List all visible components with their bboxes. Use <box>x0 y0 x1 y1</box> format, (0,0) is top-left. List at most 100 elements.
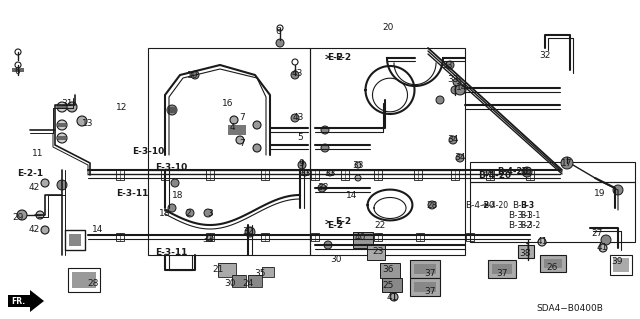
Text: B-4-20: B-4-20 <box>465 201 495 210</box>
Bar <box>261 233 269 241</box>
Text: 6: 6 <box>14 68 20 77</box>
Circle shape <box>298 161 306 169</box>
Text: 7: 7 <box>239 114 245 122</box>
Text: 38: 38 <box>519 249 531 257</box>
Bar <box>451 170 459 180</box>
Circle shape <box>291 71 299 79</box>
Bar <box>218 263 236 277</box>
Circle shape <box>41 226 49 234</box>
Bar <box>262 267 274 277</box>
Bar <box>261 170 269 180</box>
Text: 29: 29 <box>12 212 24 221</box>
Bar <box>310 48 465 170</box>
Circle shape <box>321 144 329 152</box>
Bar <box>218 263 236 277</box>
Text: 26: 26 <box>547 263 557 272</box>
Text: E-2: E-2 <box>327 54 343 63</box>
Circle shape <box>318 184 326 192</box>
Bar <box>374 233 382 241</box>
Text: 27: 27 <box>591 228 603 238</box>
Bar <box>470 182 635 242</box>
Text: 33: 33 <box>447 76 459 85</box>
Bar <box>410 278 440 296</box>
Bar <box>526 170 534 180</box>
Bar <box>148 48 310 170</box>
Bar <box>248 275 262 287</box>
Text: 25: 25 <box>382 280 394 290</box>
Bar <box>353 232 373 248</box>
Text: 42: 42 <box>28 226 40 234</box>
Bar <box>613 258 629 272</box>
Circle shape <box>599 244 607 252</box>
Bar <box>470 162 635 182</box>
Text: 11: 11 <box>32 149 44 158</box>
Circle shape <box>355 175 361 181</box>
Text: B-4-20: B-4-20 <box>479 170 511 180</box>
Circle shape <box>277 25 283 31</box>
Text: 40: 40 <box>355 234 365 242</box>
Circle shape <box>191 71 199 79</box>
Circle shape <box>449 136 457 144</box>
Bar <box>488 260 516 278</box>
Bar <box>518 245 534 258</box>
Circle shape <box>458 86 466 94</box>
Bar <box>232 275 246 287</box>
Circle shape <box>561 157 573 169</box>
Text: SDA4−B0400B: SDA4−B0400B <box>536 304 604 313</box>
Circle shape <box>15 49 21 55</box>
Text: B-3-2: B-3-2 <box>508 220 532 229</box>
Text: 3: 3 <box>207 209 213 218</box>
Text: 28: 28 <box>87 278 99 287</box>
Circle shape <box>390 293 398 301</box>
Text: 21: 21 <box>212 265 224 275</box>
Text: B-3-2: B-3-2 <box>520 220 540 229</box>
Text: B-4-20: B-4-20 <box>483 201 508 210</box>
Text: 10: 10 <box>188 70 199 79</box>
Circle shape <box>57 133 67 143</box>
Bar <box>367 245 385 260</box>
Text: E-3-10: E-3-10 <box>132 147 164 157</box>
Bar <box>544 259 562 268</box>
Circle shape <box>613 185 623 195</box>
Text: 18: 18 <box>159 209 171 218</box>
Text: 33: 33 <box>317 183 329 192</box>
Bar <box>524 169 530 175</box>
Bar <box>12 68 24 72</box>
Circle shape <box>167 105 177 115</box>
Bar <box>72 272 96 288</box>
Bar <box>116 170 124 180</box>
Bar <box>58 136 66 140</box>
Circle shape <box>204 209 212 217</box>
Text: 41: 41 <box>596 243 608 253</box>
Text: 7: 7 <box>239 138 245 147</box>
Bar <box>148 170 310 255</box>
Bar <box>228 125 246 135</box>
Bar <box>380 263 400 278</box>
Circle shape <box>436 96 444 104</box>
Text: 1: 1 <box>525 243 531 253</box>
Bar <box>69 234 81 246</box>
Text: E-2: E-2 <box>327 220 343 229</box>
Circle shape <box>428 201 436 209</box>
Circle shape <box>522 167 532 177</box>
Circle shape <box>41 179 49 187</box>
Circle shape <box>355 162 361 168</box>
Bar <box>540 255 566 272</box>
Text: 4: 4 <box>229 123 235 132</box>
Circle shape <box>451 86 459 94</box>
Text: 33: 33 <box>441 61 452 70</box>
Text: 34: 34 <box>447 136 459 145</box>
Circle shape <box>36 211 44 219</box>
Text: 37: 37 <box>496 269 508 278</box>
Circle shape <box>276 39 284 47</box>
Text: 19: 19 <box>595 189 605 197</box>
Polygon shape <box>8 290 44 312</box>
Text: 24: 24 <box>243 278 253 287</box>
Text: B-4-20: B-4-20 <box>497 167 528 176</box>
Bar <box>232 275 246 287</box>
Bar <box>486 170 494 180</box>
Circle shape <box>321 126 329 134</box>
Text: 9: 9 <box>298 159 304 167</box>
Circle shape <box>446 61 454 69</box>
Text: 14: 14 <box>346 190 358 199</box>
